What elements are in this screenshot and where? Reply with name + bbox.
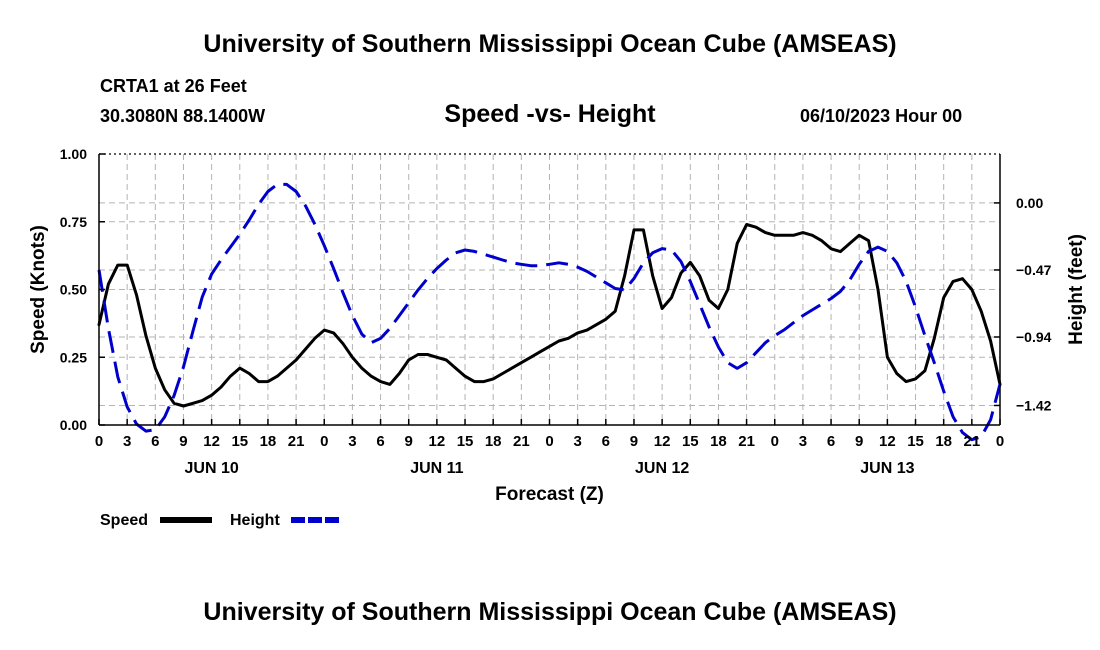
y-tick-label: 0.50: [60, 282, 87, 298]
y2-tick-label: 0.00: [1016, 195, 1043, 211]
date-label: JUN 12: [635, 460, 689, 477]
legend-label-height: Height: [230, 512, 280, 529]
y-tick-label: 0.00: [60, 417, 87, 433]
x-tick-label: 6: [151, 433, 159, 450]
forecast-datetime: 06/10/2023 Hour 00: [800, 106, 963, 126]
x-tick-label: 15: [231, 433, 248, 450]
chart-subtitle: Speed -vs- Height: [444, 100, 656, 128]
y2-tick-label: −0.47: [1016, 262, 1052, 278]
x-tick-label: 21: [513, 433, 530, 450]
x-tick-label: 18: [710, 433, 727, 450]
date-label: JUN 10: [185, 460, 239, 477]
y-tick-label: 0.75: [60, 214, 87, 230]
x-tick-label: 12: [654, 433, 671, 450]
x-tick-label: 0: [771, 433, 779, 450]
x-tick-label: 0: [996, 433, 1004, 450]
grid-lines: [99, 154, 1000, 425]
chart-axes: [98, 153, 1001, 426]
x-tick-label: 9: [405, 433, 413, 450]
x-tick-label: 9: [179, 433, 187, 450]
x-tick-label: 12: [879, 433, 896, 450]
x-tick-label: 6: [376, 433, 384, 450]
chart-legend: Speed Height: [100, 512, 342, 529]
x-tick-label: 18: [260, 433, 277, 450]
x-tick-label: 3: [573, 433, 581, 450]
x-tick-label: 15: [907, 433, 924, 450]
series-line-speed: [97, 223, 1002, 408]
station-label: CRTA1 at 26 Feet: [100, 76, 247, 96]
y2-axis-title: Height (feet): [1066, 234, 1087, 345]
x-tick-label: 21: [738, 433, 755, 450]
y-tick-label: 0.25: [60, 349, 87, 365]
station-coordinates: 30.3080N 88.1400W: [100, 106, 266, 126]
x-tick-label: 18: [485, 433, 502, 450]
y-tick-label: 1.00: [60, 146, 87, 162]
x-tick-label: 9: [855, 433, 863, 450]
x-tick-label: 0: [320, 433, 328, 450]
y2-tick-label: −1.42: [1016, 397, 1052, 413]
x-tick-label: 0: [95, 433, 103, 450]
x-tick-label: 21: [288, 433, 305, 450]
date-label: JUN 13: [860, 460, 914, 477]
series-lines: [97, 182, 1002, 442]
x-tick-label: 0: [545, 433, 553, 450]
x-tick-label: 15: [457, 433, 474, 450]
x-tick-label: 9: [630, 433, 638, 450]
date-label: JUN 11: [410, 460, 463, 477]
x-axis-title: Forecast (Z): [495, 484, 604, 505]
x-tick-label: 21: [964, 433, 981, 450]
axis-labels: 0 3 6 9 12 15 18 21 0 3 6 9 12 15 18 21 0 3 6 9 12 15 18 21 0 3 6 9…: [28, 146, 1087, 505]
x-tick-label: 6: [827, 433, 835, 450]
x-tick-label: 3: [348, 433, 356, 450]
x-tick-label: 12: [429, 433, 446, 450]
footer-title: University of Southern Mississippi Ocean…: [203, 598, 897, 626]
x-tick-label: 15: [682, 433, 699, 450]
chart-main-title: University of Southern Mississippi Ocean…: [203, 30, 897, 58]
x-tick-label: 12: [203, 433, 220, 450]
y2-tick-label: −0.94: [1016, 329, 1052, 345]
legend-label-speed: Speed: [100, 512, 148, 529]
x-tick-label: 3: [799, 433, 807, 450]
x-tick-label: 3: [123, 433, 131, 450]
x-tick-label: 6: [602, 433, 610, 450]
x-tick-label: 18: [935, 433, 952, 450]
series-line-height: [97, 182, 1002, 442]
y-axis-title: Speed (Knots): [28, 225, 49, 354]
